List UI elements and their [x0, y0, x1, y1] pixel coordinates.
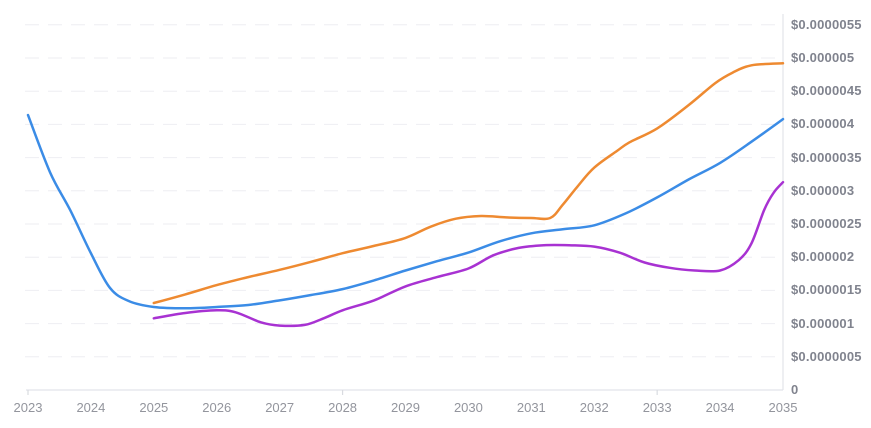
x-axis-label: 2025	[139, 400, 169, 415]
y-axis-label: $0.0000025	[791, 216, 862, 231]
y-axis-label: $0.0000035	[791, 149, 862, 165]
x-axis-label: 2029	[391, 400, 420, 415]
x-axis-label: 2031	[516, 400, 546, 415]
x-axis-label: 2032	[579, 400, 609, 415]
y-axis-label: 0	[791, 382, 799, 397]
y-axis-label: $0.000002	[791, 249, 855, 265]
y-axis-label: $0.000004	[791, 116, 855, 132]
y-axis-label: $0.0000005	[791, 348, 862, 364]
purple-line	[152, 180, 785, 328]
y-axis-label: $0.0000015	[791, 282, 862, 298]
x-axis-label: 2030	[453, 400, 483, 415]
x-axis-label: 2034	[705, 400, 735, 415]
x-axis-label: 2027	[265, 400, 295, 415]
y-axis-label: $0.000005	[791, 50, 855, 65]
blue-line	[26, 113, 785, 310]
x-axis-label: 2023	[13, 400, 43, 415]
x-axis-label: 2028	[328, 400, 358, 415]
x-axis-label: 2035	[768, 400, 798, 415]
y-axis-label: $0.0000045	[791, 83, 862, 99]
y-axis-label: $0.000001	[791, 315, 855, 331]
y-axis-label: $0.0000055	[791, 16, 862, 32]
orange-line	[152, 62, 785, 305]
x-axis-label: 2033	[642, 400, 672, 415]
x-axis-label: 2024	[76, 400, 106, 415]
x-axis-label: 2026	[202, 400, 232, 415]
y-axis-label: $0.000003	[791, 182, 855, 198]
